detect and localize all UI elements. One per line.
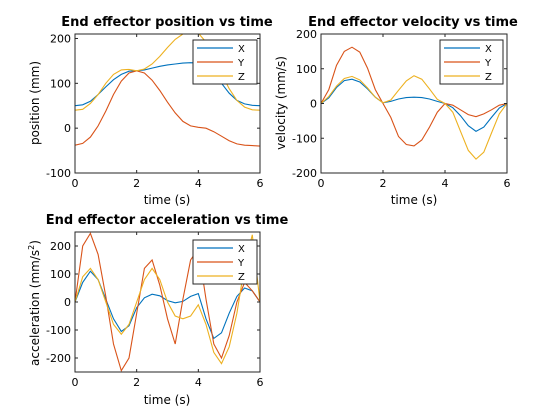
position-xtick-label: 4 xyxy=(195,177,202,190)
velocity-ytick-label: -200 xyxy=(292,167,317,180)
acceleration-ytick-label: -200 xyxy=(46,352,71,365)
acceleration-series-z-line xyxy=(75,234,260,365)
acceleration-legend-label-x: X xyxy=(238,244,245,255)
position-xtick-label: 2 xyxy=(133,177,140,190)
position-chart: End effector position vs time 0 2 4 6-10001… xyxy=(28,15,273,207)
velocity-ytick-label: -100 xyxy=(292,132,317,145)
acceleration-chart-ticks: 0 2 4 6 -200 -100 0 100 200 xyxy=(46,232,264,389)
position-ytick-label: -100 xyxy=(46,167,71,180)
acceleration-chart-plot-area xyxy=(75,232,260,372)
position-legend-label-y: Y xyxy=(237,58,245,69)
acceleration-legend-label-z: Z xyxy=(238,272,245,283)
position-series-y-line xyxy=(75,70,260,147)
acceleration-chart-ylabel-exponent: 2 xyxy=(27,245,36,250)
acceleration-chart: End effector acceleration vs time 0 2 4 6 -2… xyxy=(27,213,288,407)
velocity-chart-legend: XYZ xyxy=(439,39,504,85)
acceleration-chart-ylabel-close: ) xyxy=(28,240,42,245)
velocity-legend-label-z: Z xyxy=(485,72,492,83)
velocity-ytick-label: 0 xyxy=(310,98,317,111)
acceleration-legend-label-y: Y xyxy=(237,258,245,269)
velocity-xtick-label: 6 xyxy=(504,177,511,190)
position-chart-xlabel: time (s) xyxy=(144,193,191,207)
acceleration-ytick-label: -100 xyxy=(46,324,71,337)
position-chart-plot-area xyxy=(75,34,260,147)
velocity-chart: End effector velocity vs time 0 2 4 6 -200 -1… xyxy=(274,15,518,207)
position-xtick-label: 0 xyxy=(72,177,79,190)
velocity-xtick-label: 0 xyxy=(318,177,325,190)
acceleration-ytick-label: 100 xyxy=(50,268,71,281)
acceleration-chart-ylabel: acceleration (mm/s2) xyxy=(27,240,42,366)
velocity-series-z-line xyxy=(321,75,507,160)
velocity-legend-label-y: Y xyxy=(484,58,492,69)
velocity-chart-ticks: 0 2 4 6 -200 -100 0 100 200 xyxy=(292,28,510,190)
position-ytick-label: 200 xyxy=(50,32,71,45)
position-ytick-label: 100 xyxy=(50,77,71,90)
position-chart-ylabel: position (mm) xyxy=(28,61,42,145)
velocity-xtick-label: 4 xyxy=(442,177,449,190)
velocity-chart-ylabel: velocity (mm/s) xyxy=(274,56,288,150)
acceleration-ytick-label: 200 xyxy=(50,240,71,253)
acceleration-chart-legend: XYZ xyxy=(192,239,258,285)
position-legend-label-x: X xyxy=(238,44,245,55)
velocity-series-x-line xyxy=(321,78,507,132)
position-chart-title: End effector position vs time xyxy=(61,15,273,30)
velocity-series-y-line xyxy=(321,46,507,147)
velocity-chart-plot-area xyxy=(321,46,507,160)
acceleration-xtick-label: 4 xyxy=(195,376,202,389)
velocity-xtick-label: 2 xyxy=(380,177,387,190)
position-xtick-label: 6 xyxy=(257,177,264,190)
acceleration-series-y-line xyxy=(75,232,260,372)
position-series-z-line xyxy=(75,34,260,111)
position-series-x-line xyxy=(75,62,260,107)
acceleration-xtick-label: 0 xyxy=(72,376,79,389)
velocity-chart-title: End effector velocity vs time xyxy=(308,15,518,30)
acceleration-chart-ylabel-main: acceleration (mm/s xyxy=(28,250,42,366)
position-chart-axes-box xyxy=(74,33,261,174)
acceleration-xtick-label: 6 xyxy=(257,376,264,389)
velocity-chart-xlabel: time (s) xyxy=(391,193,438,207)
position-chart-legend: XYZ xyxy=(192,39,258,85)
acceleration-xtick-label: 2 xyxy=(133,376,140,389)
velocity-ytick-label: 100 xyxy=(296,63,317,76)
velocity-legend-label-x: X xyxy=(485,44,492,55)
acceleration-chart-xlabel: time (s) xyxy=(144,393,191,407)
position-legend-label-z: Z xyxy=(238,72,245,83)
velocity-ytick-label: 200 xyxy=(296,28,317,41)
position-ytick-label: 0 xyxy=(64,122,71,135)
acceleration-ytick-label: 0 xyxy=(64,296,71,309)
acceleration-chart-title: End effector acceleration vs time xyxy=(46,213,289,228)
